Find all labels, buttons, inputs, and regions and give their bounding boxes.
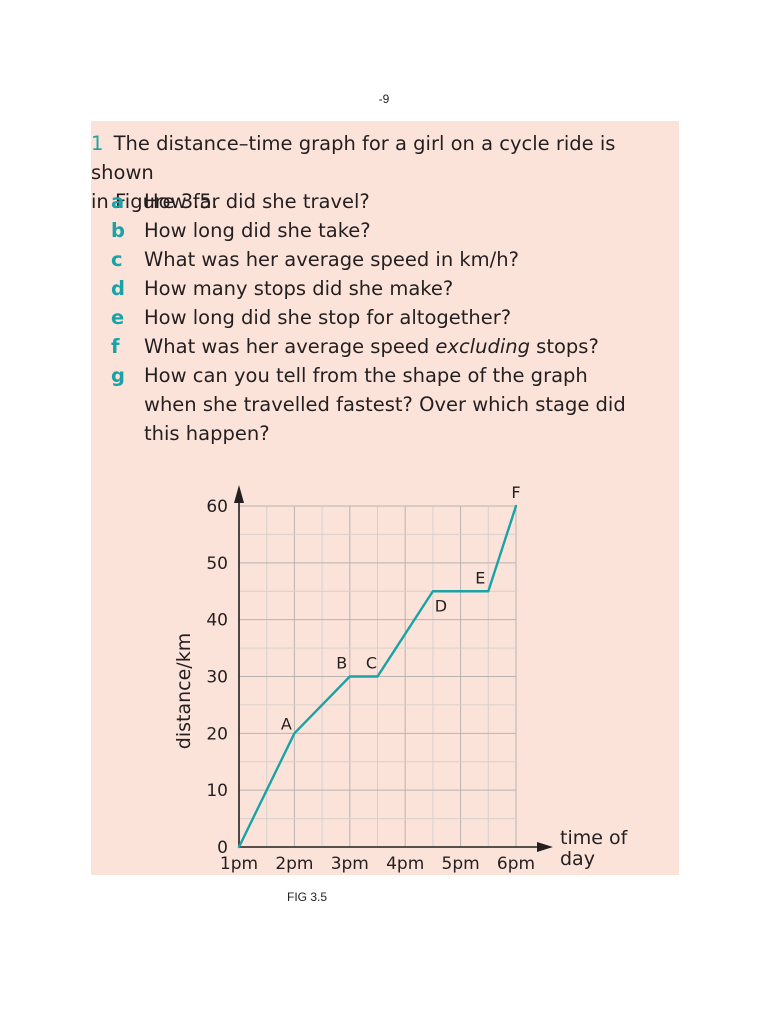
part-text: What was her average speed excluding sto… [144,332,679,361]
y-axis-arrow-icon [234,485,244,503]
part-text-after: stops? [529,335,599,358]
y-tick-label: 50 [206,554,228,574]
question-part-c: c What was her average speed in km/h? [91,245,679,274]
question-intro-text-1: The distance–time graph for a girl on a … [91,132,616,184]
y-tick-label: 20 [206,724,228,744]
question-part-e: e How long did she stop for altogether? [91,303,679,332]
point-label-d: D [435,596,447,615]
part-letter: a [111,190,125,213]
part-text-before: What was her average speed [144,335,436,358]
part-text-emphasis: excluding [435,335,530,358]
question-part-b: b How long did she take? [91,216,679,245]
series-line [237,504,518,849]
part-letter: b [111,219,125,242]
y-tick-label: 30 [206,668,228,688]
x-tick-label: 2pm [275,854,313,874]
figure-caption: FIG 3.5 [287,890,328,904]
part-text-line-2: when she travelled fastest? Over which s… [144,393,626,416]
point-label-e: E [475,568,485,587]
x-tick-label: 3pm [331,854,369,874]
page-number: -9 [378,92,390,106]
y-tick-label: 0 [217,838,228,858]
question-part-f: f What was her average speed excluding s… [91,332,679,361]
point-labels: A B C D E F [281,483,521,733]
distance-time-graph: 0 10 20 30 40 50 60 1pm 2pm 3pm 4pm 5pm 6pm A B C D E F d… [173,483,629,874]
x-axis-label-line-1: time of [560,827,629,849]
x-tick-label: 5pm [442,854,480,874]
point-label-f: F [511,483,520,502]
y-tick-label: 10 [206,781,228,801]
x-axis-arrow-icon [537,842,553,852]
question-intro: 1 The distance–time graph for a girl on … [91,129,679,216]
x-tick-label: 4pm [386,854,424,874]
question-parts: a How far did she travel? b How long did… [91,187,679,448]
question-part-a: a How far did she travel? [91,187,679,216]
question-part-d: d How many stops did she make? [91,274,679,303]
point-label-a: A [281,714,292,733]
y-tick-label: 40 [206,611,228,631]
part-text: How many stops did she make? [144,277,454,300]
part-letter: g [111,364,125,387]
series-line-path [237,504,518,849]
part-text: What was her average speed in km/h? [144,248,519,271]
question-intro-line-1: 1 The distance–time graph for a girl on … [91,129,679,187]
part-letter: f [111,335,120,358]
point-label-b: B [336,654,347,673]
y-axis-label: distance/km [173,633,195,749]
question-part-g: g How can you tell from the shape of the… [91,361,679,448]
tick-labels: 0 10 20 30 40 50 60 1pm 2pm 3pm 4pm 5pm 6pm [206,497,535,874]
x-tick-label: 1pm [220,854,258,874]
axes [234,485,553,852]
x-axis-label-line-2: day [560,848,595,870]
part-text-line-1: How can you tell from the shape of the g… [144,364,588,387]
part-text: How long did she take? [144,219,371,242]
y-tick-label: 60 [206,497,228,517]
part-letter: d [111,277,125,300]
x-tick-label: 6pm [497,854,535,874]
part-text-line-3: this happen? [144,422,270,445]
part-text: How long did she stop for altogether? [144,306,512,329]
exercise-box: 1 The distance–time graph for a girl on … [91,121,679,875]
point-label-c: C [366,654,377,673]
grid [238,505,517,848]
part-letter: e [111,306,125,329]
question-number: 1 [91,132,104,155]
part-letter: c [111,248,123,271]
part-text: How far did she travel? [144,190,370,213]
question-intro-text-2: in Figure 3.5. [91,190,218,213]
